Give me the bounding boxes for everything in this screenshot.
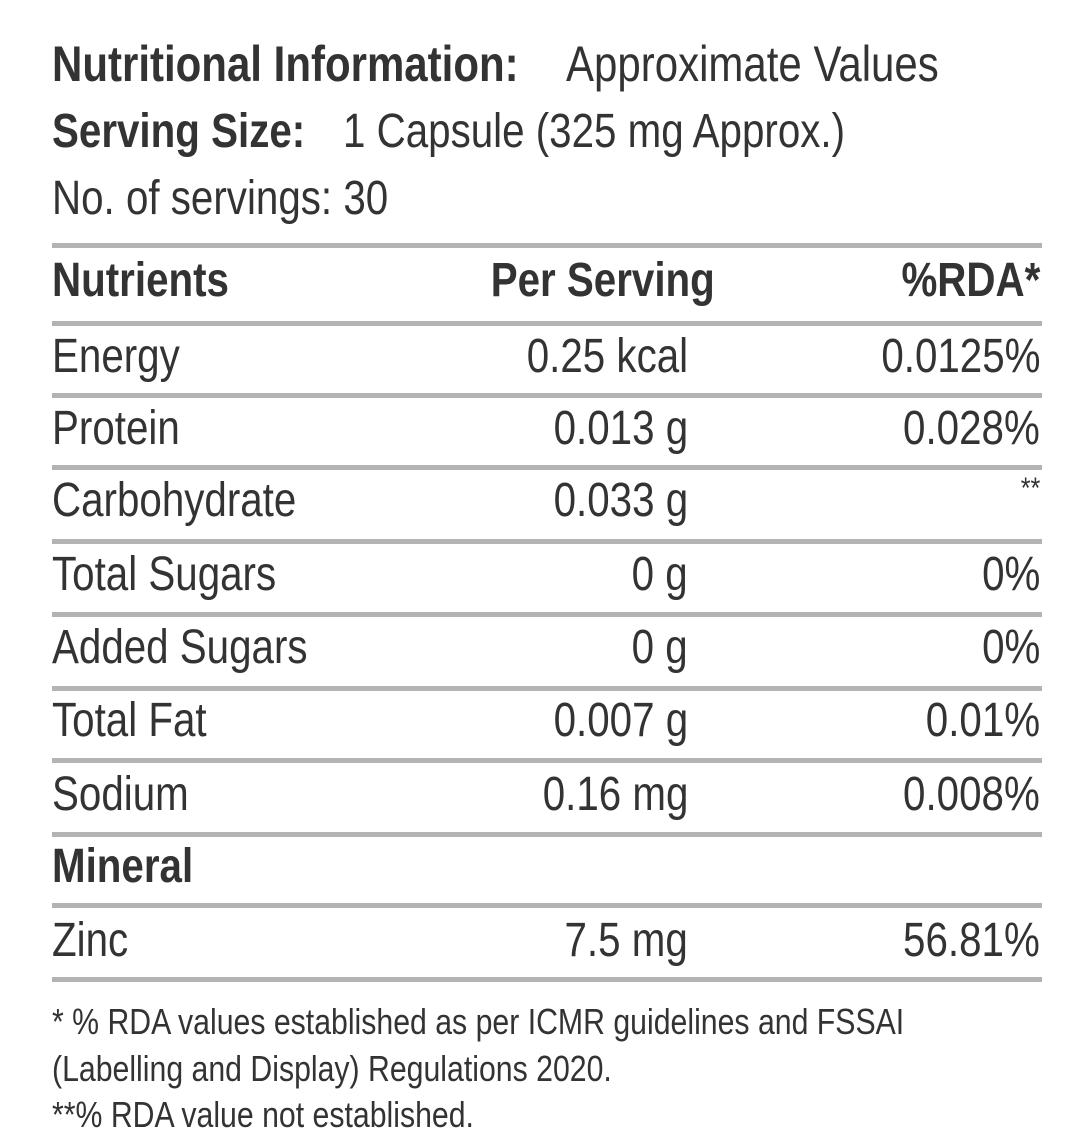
column-header: %RDA* xyxy=(901,254,1040,307)
nutrient-name: Protein xyxy=(52,402,180,455)
rda: 0.008% xyxy=(903,768,1040,821)
per-serving: 0 g xyxy=(631,548,688,601)
divider xyxy=(52,393,1042,398)
divider xyxy=(52,243,1042,248)
per-serving: 0.013 g xyxy=(553,402,688,455)
per-serving: 7.5 mg xyxy=(564,914,688,967)
rda: 0.0125% xyxy=(880,330,1040,383)
footnote: **% RDA value not established. xyxy=(52,1094,474,1135)
divider xyxy=(52,832,1042,837)
per-serving: 0.25 kcal xyxy=(526,330,688,383)
serving-label: Serving Size: xyxy=(52,105,306,158)
rda: 0.028% xyxy=(903,402,1040,455)
per-serving: 0.007 g xyxy=(553,694,688,747)
title-value: Approximate Values xyxy=(566,36,939,92)
title-label: Nutritional Information: xyxy=(52,36,519,92)
per-serving: 0 g xyxy=(631,621,688,674)
rda: 0% xyxy=(981,548,1040,601)
nutrient-name: Total Fat xyxy=(52,694,207,747)
rda: 0.01% xyxy=(925,694,1040,747)
per-serving: 0.033 g xyxy=(553,474,688,527)
column-header: Nutrients xyxy=(52,254,229,307)
divider xyxy=(52,903,1042,908)
nutrient-name: Carbohydrate xyxy=(52,474,297,527)
rda: ** xyxy=(1020,472,1040,505)
divider xyxy=(52,465,1042,470)
divider xyxy=(52,758,1042,763)
servings: No. of servings: 30 xyxy=(52,172,389,225)
serving-value: 1 Capsule (325 mg Approx.) xyxy=(343,105,846,158)
nutrient-name: Added Sugars xyxy=(52,621,308,674)
section-header: Mineral xyxy=(52,840,194,893)
nutrient-name: Sodium xyxy=(52,768,189,821)
divider xyxy=(52,539,1042,544)
divider xyxy=(52,612,1042,617)
nutrient-name: Energy xyxy=(52,330,180,383)
per-serving: 0.16 mg xyxy=(542,768,688,821)
column-header: Per Serving xyxy=(490,254,715,307)
divider xyxy=(52,686,1042,691)
footnote: * % RDA values established as per ICMR g… xyxy=(52,1001,905,1042)
nutrient-name: Total Sugars xyxy=(52,548,277,601)
divider xyxy=(52,977,1042,982)
divider xyxy=(52,321,1042,326)
nutrient-name: Zinc xyxy=(52,914,129,967)
rda: 56.81% xyxy=(903,914,1040,967)
rda: 0% xyxy=(981,621,1040,674)
footnote: (Labelling and Display) Regulations 2020… xyxy=(52,1048,612,1089)
